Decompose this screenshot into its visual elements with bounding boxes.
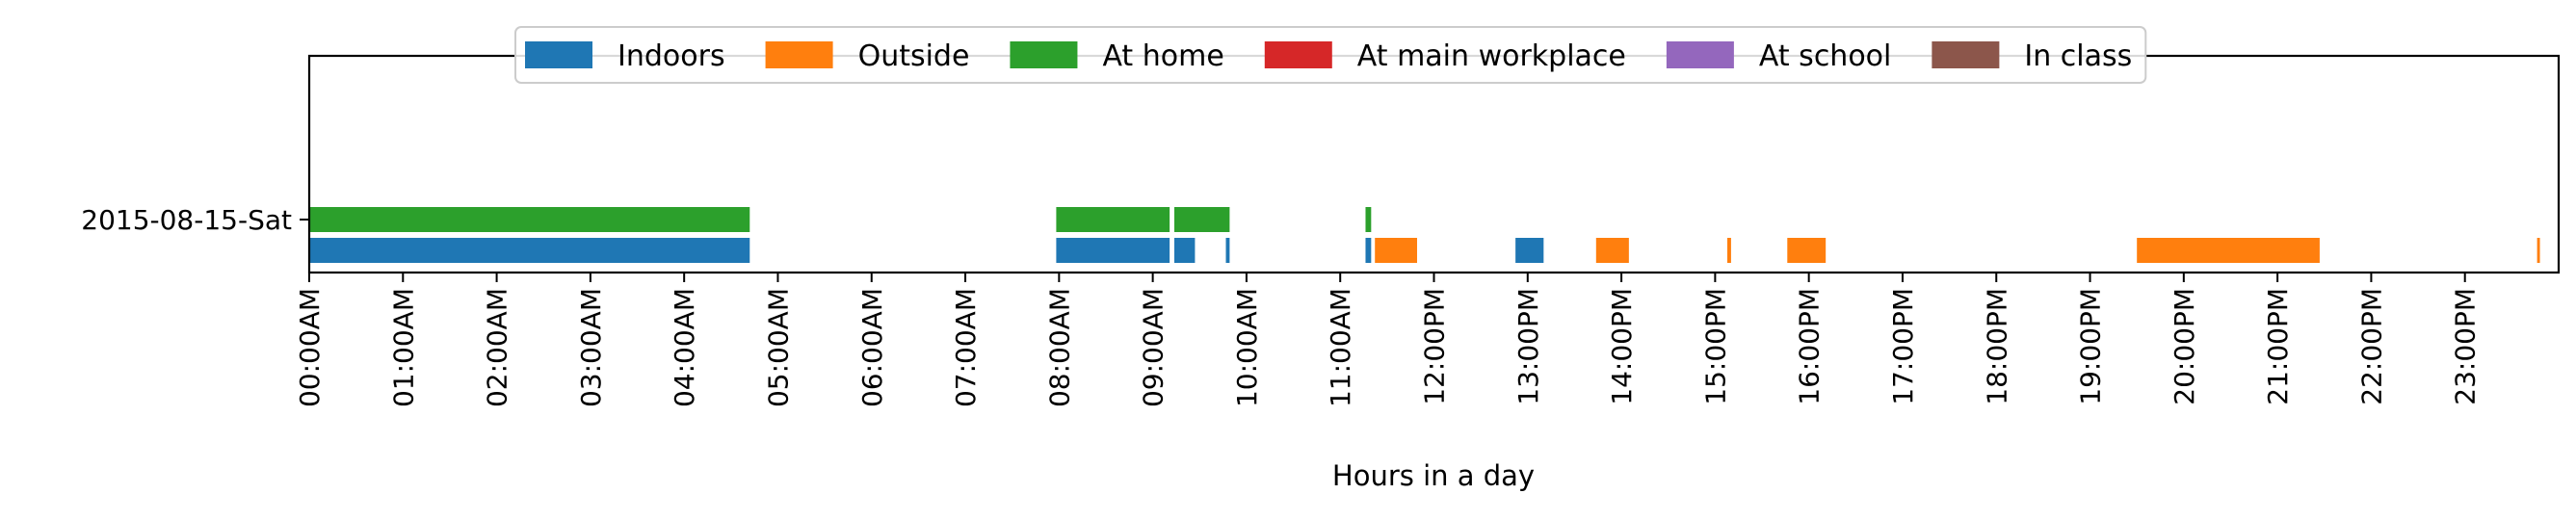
bar-indoors-5	[1515, 238, 1544, 263]
bars-layer	[309, 207, 2540, 263]
bar-outside-5	[2537, 238, 2540, 263]
x-tick-label: 09:00AM	[1138, 288, 1170, 407]
y-axis: 2015-08-15-Sat	[81, 204, 309, 236]
legend-label-outside: Outside	[858, 39, 970, 73]
legend-swatch-at-school	[1666, 41, 1734, 68]
bar-outside-2	[1727, 238, 1731, 263]
bar-indoors-2	[1174, 238, 1196, 263]
legend-swatch-indoors	[525, 41, 592, 68]
bar-outside-3	[1787, 238, 1827, 263]
legend: Indoors Outside At home At main workplace At…	[514, 26, 2147, 84]
x-tick-label: 12:00PM	[1419, 288, 1451, 405]
legend-label-indoors: Indoors	[618, 39, 725, 73]
x-tick-label: 19:00PM	[2075, 288, 2107, 405]
bar-at-home-3	[1365, 207, 1372, 232]
bar-indoors-0	[309, 238, 750, 263]
x-tick-label: 00:00AM	[294, 288, 326, 407]
bar-indoors-3	[1225, 238, 1230, 263]
legend-label-at-main-workplace: At main workplace	[1357, 39, 1626, 73]
x-axis: 00:00AM 01:00AM 02:00AM 03:00AM 04:00AM 05:00…	[294, 273, 2482, 407]
bar-indoors-4	[1365, 238, 1372, 263]
legend-swatch-in-class	[1932, 41, 2000, 68]
bar-outside-0	[1375, 238, 1417, 263]
x-tick-label: 02:00AM	[482, 288, 513, 407]
bar-at-home-2	[1174, 207, 1230, 232]
legend-swatch-at-main-workplace	[1264, 41, 1332, 68]
bar-at-home-1	[1056, 207, 1170, 232]
legend-label-in-class: In class	[2024, 39, 2132, 73]
x-tick-label: 23:00PM	[2450, 288, 2482, 405]
x-tick-label: 21:00PM	[2262, 288, 2294, 405]
x-tick-label: 10:00AM	[1231, 288, 1263, 407]
x-tick-label: 15:00PM	[1699, 288, 1731, 405]
x-tick-label: 05:00AM	[762, 288, 794, 407]
x-tick-label: 11:00AM	[1325, 288, 1356, 407]
x-axis-label: Hours in a day	[1332, 459, 1535, 492]
legend-swatch-outside	[765, 41, 833, 68]
legend-label-at-school: At school	[1759, 39, 1891, 73]
y-tick-label: 2015-08-15-Sat	[81, 204, 292, 236]
x-tick-label: 01:00AM	[387, 288, 419, 407]
x-tick-label: 06:00AM	[856, 288, 888, 407]
x-tick-label: 17:00PM	[1887, 288, 1919, 405]
x-tick-label: 18:00PM	[1981, 288, 2012, 405]
x-tick-label: 22:00PM	[2355, 288, 2387, 405]
x-tick-label: 16:00PM	[1794, 288, 1826, 405]
x-tick-label: 14:00PM	[1606, 288, 1638, 405]
x-tick-label: 03:00AM	[575, 288, 607, 407]
bar-at-home-0	[309, 207, 750, 232]
bar-outside-4	[2137, 238, 2320, 263]
x-tick-label: 08:00AM	[1043, 288, 1075, 407]
legend-swatch-at-home	[1010, 41, 1078, 68]
bar-outside-1	[1595, 238, 1629, 263]
legend-label-at-home: At home	[1102, 39, 1223, 73]
x-tick-label: 04:00AM	[669, 288, 700, 407]
x-tick-label: 20:00PM	[2169, 288, 2200, 405]
bar-indoors-1	[1056, 238, 1170, 263]
x-tick-label: 07:00AM	[950, 288, 982, 407]
x-tick-label: 13:00PM	[1512, 288, 1544, 405]
